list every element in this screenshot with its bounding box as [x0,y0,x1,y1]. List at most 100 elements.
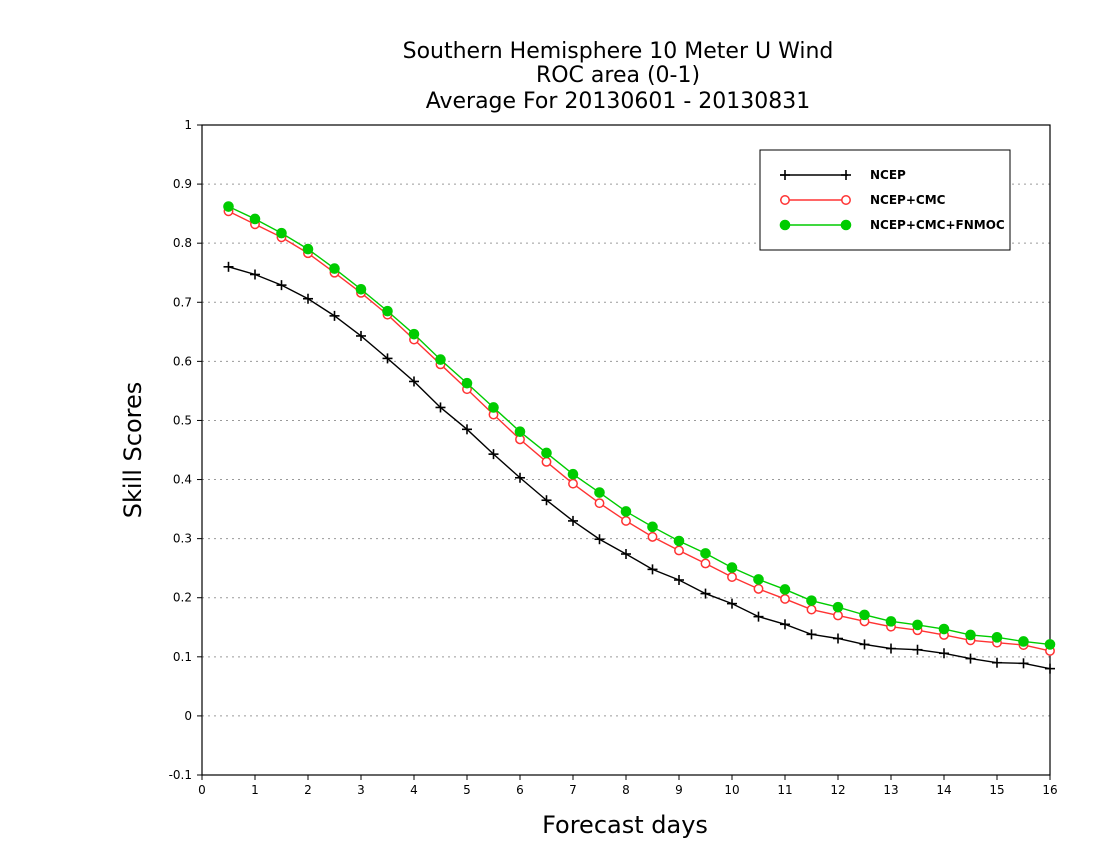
legend-marker [780,195,790,205]
data-point [355,283,367,295]
data-point [673,535,685,547]
series-line [228,210,1051,652]
data-point [886,643,896,654]
x-axis: 0 1 2 3 4 5 6 7 8 9 10 11 12 13 14 15 16 [198,775,1058,797]
chart-title-line-3: Average For 20130601 - 20130831 [426,89,811,114]
data-point [833,610,843,621]
data-point [939,648,949,659]
x-tick-label: 5 [463,783,471,797]
data-point [568,478,578,489]
data-point [912,619,923,631]
data-point [991,632,1003,643]
data-point [806,604,817,615]
data-point [594,534,605,545]
data-point [594,487,605,498]
x-tick-label: 2 [304,783,312,797]
data-point [912,644,923,655]
data-point [462,424,472,435]
y-tick-label: 0.1 [173,650,192,664]
legend-marker [841,195,851,205]
y-tick-label: 0 [184,709,192,723]
chart-title-line-1: Southern Hemisphere 10 Meter U Wind [403,39,834,64]
x-tick-label: 8 [622,783,630,797]
data-point [302,243,314,255]
data-point [409,376,419,387]
series-ncep [223,261,1055,674]
data-point [541,447,552,459]
x-tick-label: 0 [198,783,206,797]
data-point [859,609,870,621]
x-tick-label: 7 [569,783,577,797]
x-tick-label: 11 [777,783,792,797]
data-point [647,564,658,575]
legend-label: NCEP [870,168,906,182]
legend-label: NCEP+CMC+FNMOC [870,218,1005,232]
y-tick-label: -0.1 [169,768,192,782]
data-point [753,611,764,622]
data-point [938,623,950,635]
y-tick-label: 0.9 [173,177,192,191]
data-point [1018,658,1029,669]
data-point [700,548,711,559]
data-point [647,521,658,533]
data-point [700,558,711,569]
legend-marker [780,170,790,180]
legend-marker [841,170,851,180]
data-point [859,639,870,650]
data-point [435,402,446,413]
data-point [780,619,790,630]
legend-item: NCEP+CMC+FNMOC [779,218,1005,232]
data-point [568,515,578,526]
data-point [1045,663,1055,674]
y-tick-label: 0.6 [173,354,192,368]
data-point [223,201,234,212]
data-point [833,633,843,644]
series-line [228,266,1051,670]
y-axis: -0.1 0 0.1 0.2 0.3 0.4 0.5 0.6 0.7 0.8 0.9 1 [169,118,202,782]
data-point [832,601,844,613]
series-ncep-cmc-fnmoc [223,201,1056,650]
data-point [647,531,658,542]
data-point [382,353,393,364]
legend-item: NCEP+CMC [780,193,946,207]
x-tick-label: 6 [516,783,524,797]
x-tick-label: 10 [724,783,739,797]
y-tick-label: 0.5 [173,413,192,427]
legend-item: NCEP [780,168,906,182]
x-tick-label: 3 [357,783,365,797]
data-point [329,263,340,274]
data-point [885,616,897,627]
chart-title-line-2: ROC area (0-1) [536,63,700,88]
y-tick-label: 0.4 [173,473,192,487]
data-point [567,468,579,480]
series-ncep-cmc [223,206,1055,656]
y-tick-label: 0.8 [173,236,192,250]
data-point [965,653,976,664]
data-point [276,280,287,291]
y-tick-label: 0.7 [173,295,192,309]
data-point [727,598,737,609]
data-point [727,572,737,582]
y-tick-label: 0.2 [173,591,192,605]
data-point [621,515,631,526]
data-point [779,584,791,595]
data-point [753,583,764,594]
y-tick-label: 0.3 [173,532,192,546]
data-point [674,575,684,585]
data-point [382,305,393,317]
data-point [780,593,790,604]
data-point [726,562,738,573]
data-point [488,402,499,413]
data-point [515,472,525,483]
data-point [276,227,287,239]
data-point [356,330,366,341]
x-axis-label: Forecast days [542,811,708,839]
data-point [329,310,340,321]
data-point [488,449,499,460]
data-point [250,269,260,280]
data-point [249,213,261,225]
data-point [992,657,1002,668]
series-line [228,205,1051,646]
legend-marker [779,219,791,231]
legend-label: NCEP+CMC [870,193,946,207]
